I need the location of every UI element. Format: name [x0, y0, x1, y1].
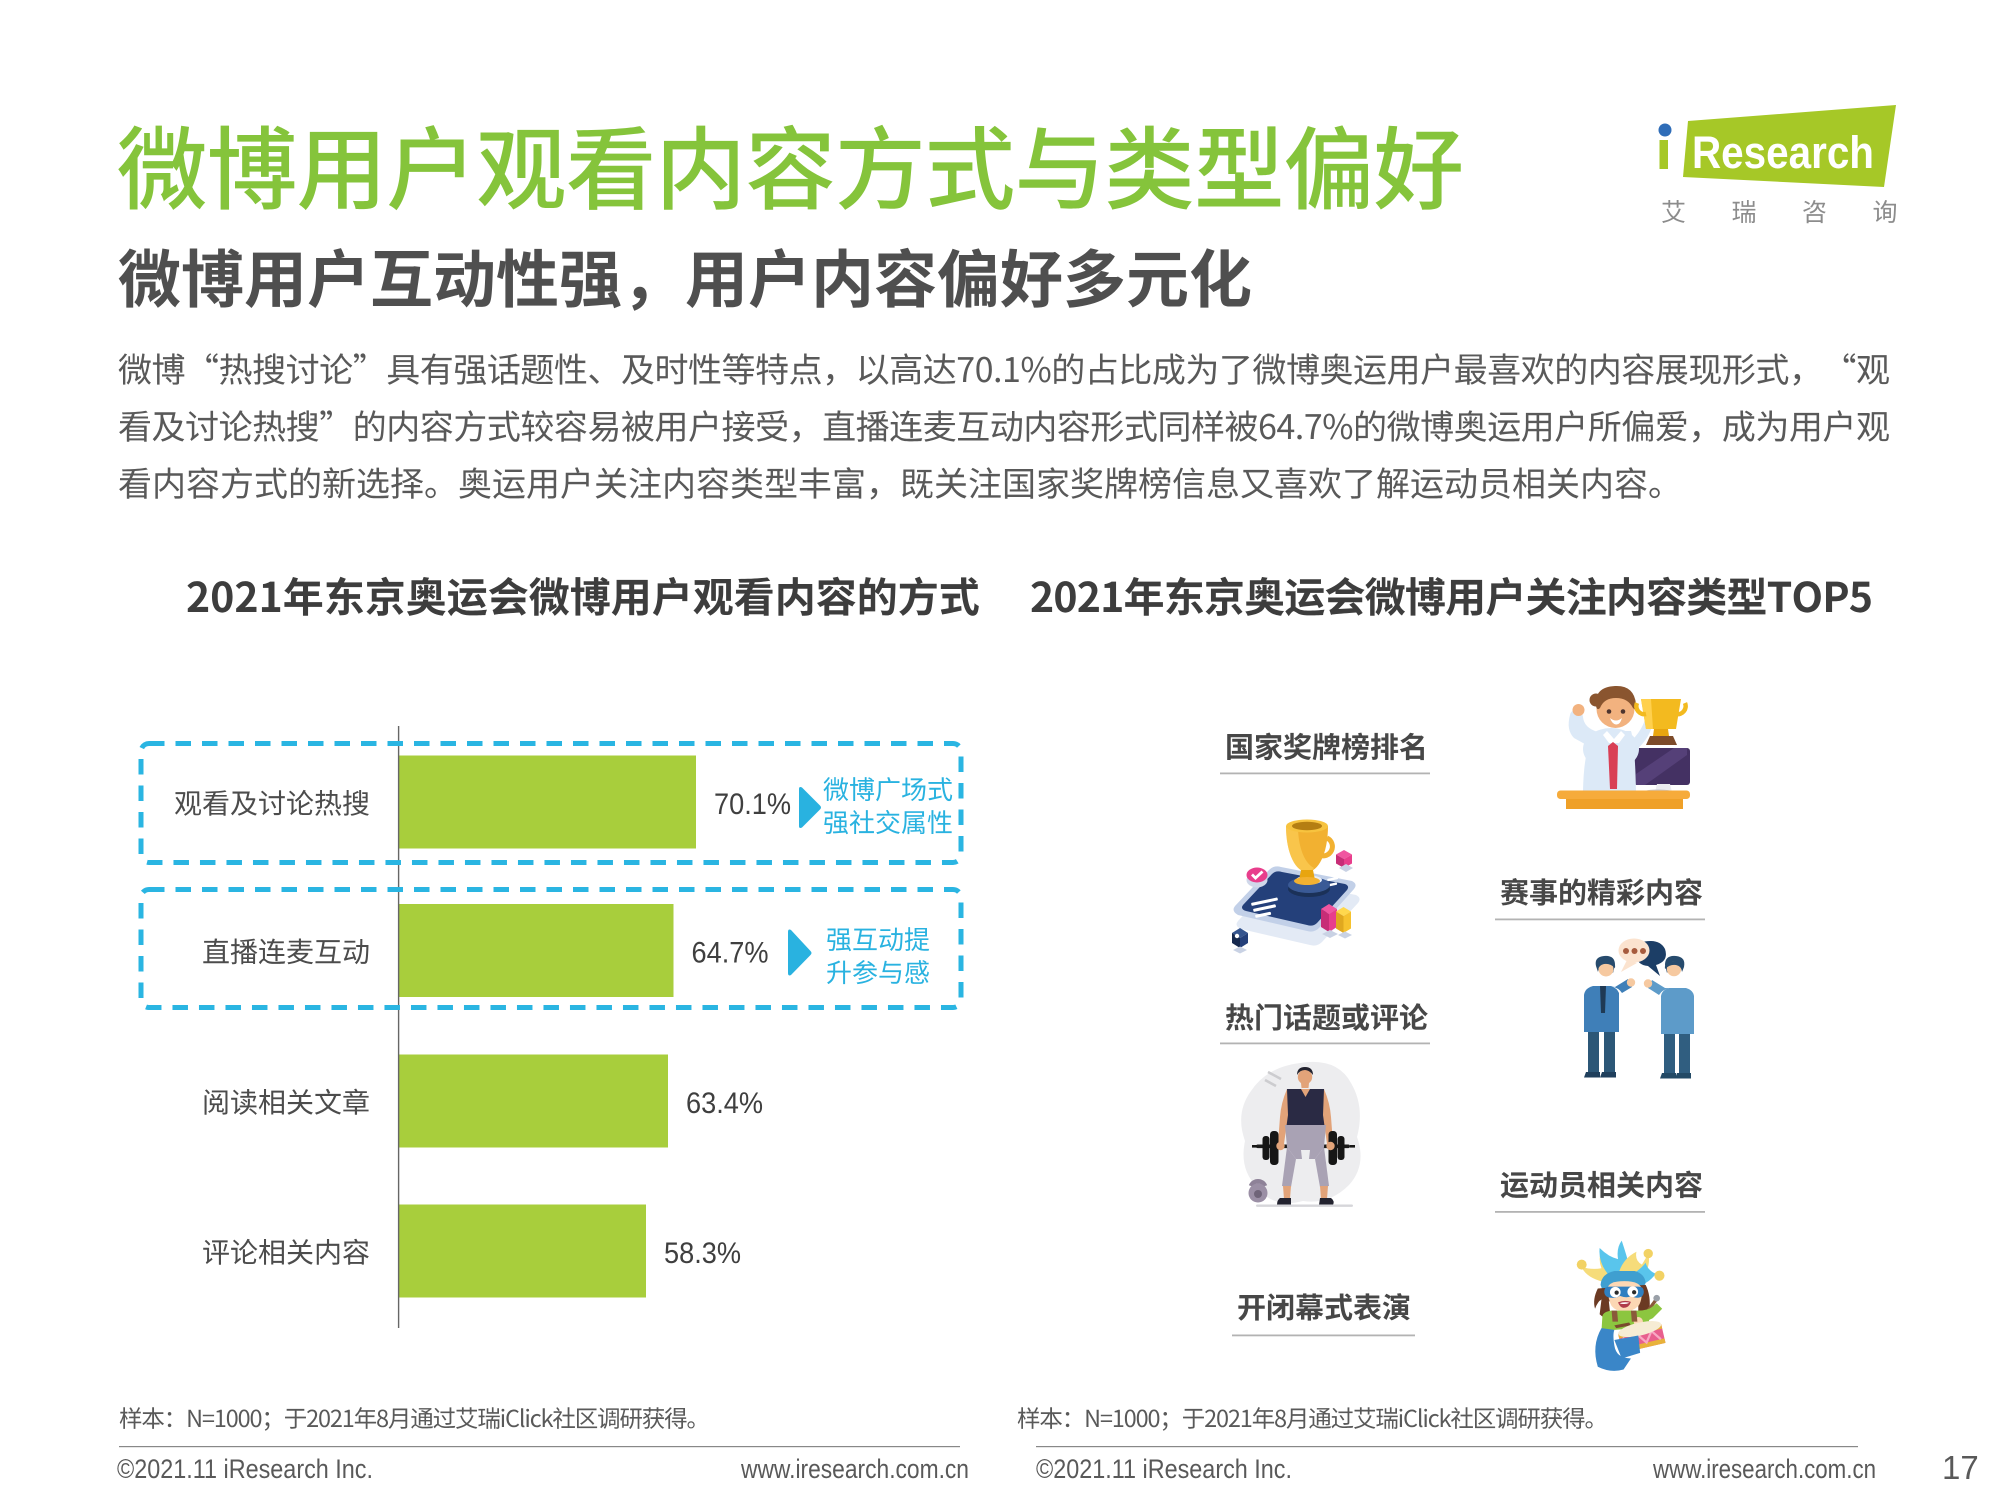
svg-text:17: 17 — [1942, 1449, 1979, 1486]
svg-text:64.7%: 64.7% — [692, 936, 769, 969]
svg-text:58.3%: 58.3% — [664, 1237, 741, 1270]
svg-text:www.iresearch.com.cn: www.iresearch.com.cn — [740, 1454, 969, 1484]
svg-text:Research: Research — [1692, 127, 1874, 178]
svg-text:63.4%: 63.4% — [686, 1087, 763, 1120]
svg-text:70.1%: 70.1% — [714, 788, 791, 821]
svg-text:©2021.11 iResearch Inc.: ©2021.11 iResearch Inc. — [117, 1454, 373, 1484]
svg-text:©2021.11 iResearch Inc.: ©2021.11 iResearch Inc. — [1036, 1454, 1292, 1484]
svg-text:www.iresearch.com.cn: www.iresearch.com.cn — [1652, 1454, 1876, 1484]
